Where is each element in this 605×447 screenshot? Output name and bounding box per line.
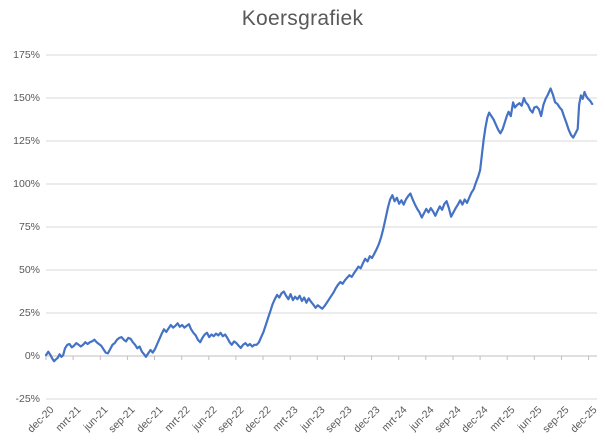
y-axis-label: 100% [13, 178, 40, 190]
price-series [44, 87, 594, 363]
y-axis-label: 50% [18, 264, 40, 276]
y-axis-label: 75% [18, 221, 40, 233]
y-axis-label: 150% [13, 92, 40, 104]
y-axis-label: 175% [13, 49, 40, 61]
y-axis-label: 0% [24, 350, 40, 362]
gridlines [46, 54, 597, 400]
y-axis-label: -25% [15, 393, 40, 405]
x-axis-line-and-ticks [45, 355, 597, 360]
y-axis-label: 25% [18, 307, 40, 319]
y-axis-label: 125% [13, 135, 40, 147]
chart-title: Koersgrafiek [241, 7, 364, 30]
price-series-line [44, 87, 594, 363]
